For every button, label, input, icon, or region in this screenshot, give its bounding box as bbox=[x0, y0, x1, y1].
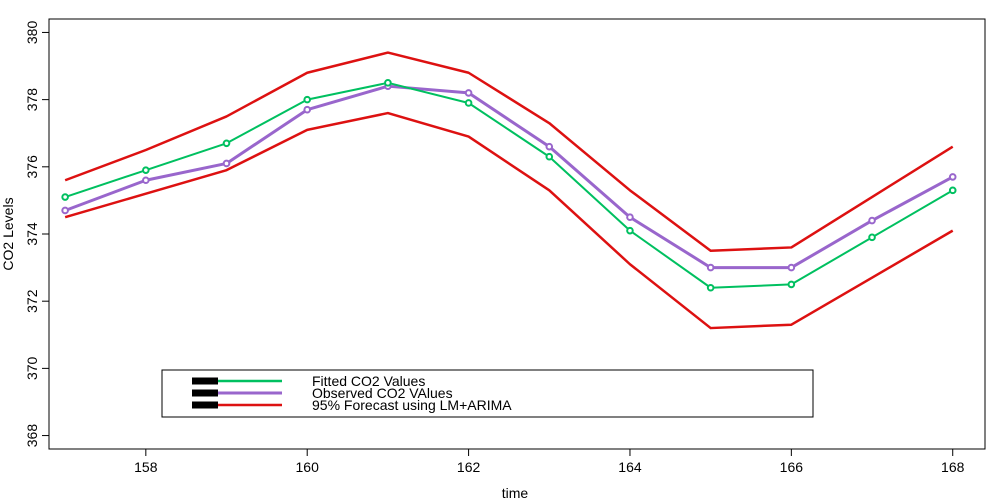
fitted-point bbox=[706, 283, 715, 292]
fitted-point bbox=[222, 139, 231, 148]
observed-point bbox=[61, 206, 69, 215]
x-tick-label: 164 bbox=[618, 459, 642, 475]
fitted-point bbox=[868, 233, 876, 242]
forecast-upper-line bbox=[64, 51, 954, 253]
fitted-point bbox=[61, 193, 69, 201]
y-tick-label: 376 bbox=[24, 155, 40, 179]
forecast-lower-line bbox=[64, 111, 954, 330]
y-tick-label: 368 bbox=[24, 424, 40, 448]
observed-point bbox=[787, 263, 796, 272]
x-axis-title: time bbox=[502, 485, 529, 500]
observed-point bbox=[142, 176, 150, 185]
observed-point bbox=[464, 89, 473, 97]
x-tick-label: 158 bbox=[134, 459, 158, 475]
legend-label: Fitted CO2 Values bbox=[312, 373, 425, 389]
fitted-point bbox=[303, 95, 312, 104]
observed-line bbox=[64, 84, 954, 270]
legend-label: 95% Forecast using LM+ARIMA bbox=[312, 397, 512, 413]
legend-label: Observed CO2 VAlues bbox=[312, 385, 453, 401]
observed-point bbox=[948, 173, 957, 181]
y-axis: 368 370 372 374 376 378 380 bbox=[24, 21, 49, 448]
fitted-point bbox=[142, 166, 150, 174]
legend-swatch-block bbox=[192, 377, 218, 385]
legend-swatch-block bbox=[192, 389, 218, 397]
fitted-point bbox=[626, 226, 634, 235]
fitted-point bbox=[787, 280, 796, 289]
x-tick-label: 160 bbox=[296, 459, 320, 475]
legend-swatch-block bbox=[192, 401, 218, 409]
y-tick-label: 374 bbox=[24, 222, 40, 246]
observed-point bbox=[868, 216, 876, 225]
observed-point bbox=[222, 159, 231, 168]
y-tick-label: 370 bbox=[24, 356, 40, 380]
x-axis: 158 160 162 164 166 168 bbox=[134, 449, 965, 475]
observed-point bbox=[545, 142, 554, 151]
observed-point bbox=[706, 263, 715, 272]
y-tick-label: 380 bbox=[24, 21, 40, 45]
fitted-point bbox=[948, 186, 957, 195]
fitted-point bbox=[384, 79, 392, 87]
fitted-line bbox=[64, 81, 954, 289]
y-tick-label: 378 bbox=[24, 88, 40, 112]
observed-point bbox=[626, 213, 634, 222]
y-axis-title: CO2 Levels bbox=[0, 197, 16, 270]
x-tick-label: 166 bbox=[780, 459, 804, 475]
observed-point bbox=[303, 105, 312, 114]
x-tick-label: 168 bbox=[941, 459, 965, 475]
fitted-point bbox=[464, 99, 473, 107]
fitted-point bbox=[545, 152, 554, 161]
series-layer bbox=[61, 51, 957, 330]
y-tick-label: 372 bbox=[24, 289, 40, 313]
x-tick-label: 162 bbox=[457, 459, 481, 475]
